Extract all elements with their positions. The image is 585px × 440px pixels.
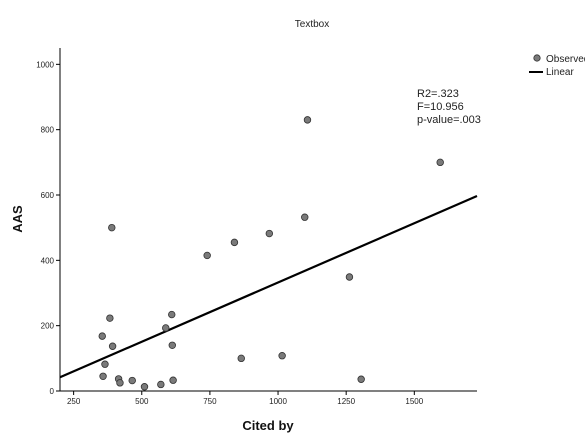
data-point	[157, 380, 165, 389]
data-point	[99, 372, 107, 380]
data-point	[278, 352, 286, 360]
legend-observed-label: Observed	[546, 54, 585, 65]
x-ticks: 250 500 750 1000 1250 1500	[67, 391, 424, 406]
data-point	[108, 342, 117, 350]
x-axis-title: Cited by	[242, 418, 294, 433]
data-point	[168, 310, 176, 319]
x-tick-label: 1250	[337, 397, 355, 406]
fit-line-group	[59, 194, 478, 379]
data-point	[169, 376, 177, 384]
x-tick-label: 1000	[269, 397, 287, 406]
y-tick-label: 1000	[36, 60, 54, 69]
data-point	[265, 229, 274, 238]
y-ticks: 0 200 400 600 800 1000	[36, 60, 60, 396]
data-points	[98, 116, 444, 391]
fit-statistics: R2=.323 F=10.956 p-value=.003	[417, 88, 481, 126]
data-point	[237, 354, 245, 363]
y-tick-label: 800	[41, 126, 55, 135]
y-tick-label: 400	[41, 256, 55, 265]
data-point	[101, 360, 109, 368]
data-point	[116, 379, 124, 387]
data-point	[357, 375, 365, 383]
data-point	[108, 223, 116, 232]
linear-fit-line	[59, 194, 478, 379]
data-point	[301, 213, 309, 221]
data-point	[203, 251, 211, 260]
annotation-f: F=10.956	[417, 101, 464, 113]
x-tick-label: 500	[135, 397, 149, 406]
data-point	[162, 324, 170, 332]
x-tick-label: 250	[67, 397, 81, 406]
y-tick-label: 200	[41, 322, 55, 331]
data-point	[303, 116, 312, 124]
data-point	[345, 273, 354, 281]
y-axis-title: AAS	[10, 205, 25, 233]
x-tick-label: 1500	[405, 397, 423, 406]
legend-linear-label: Linear	[546, 67, 574, 78]
data-point	[128, 376, 136, 385]
data-point	[436, 158, 444, 167]
legend-observed-marker	[533, 54, 541, 62]
data-point	[140, 383, 149, 391]
x-tick-label: 750	[203, 397, 217, 406]
data-point	[230, 238, 239, 247]
legend: Observed Linear	[529, 54, 585, 78]
data-point	[168, 341, 176, 349]
annotation-p: p-value=.003	[417, 114, 481, 126]
data-point	[98, 332, 106, 340]
y-tick-label: 600	[41, 191, 55, 200]
data-point	[106, 314, 114, 322]
axes	[59, 48, 477, 392]
annotation-r2: R2=.323	[417, 88, 459, 100]
chart-title: Textbox	[295, 19, 329, 30]
y-tick-label: 0	[50, 387, 55, 396]
